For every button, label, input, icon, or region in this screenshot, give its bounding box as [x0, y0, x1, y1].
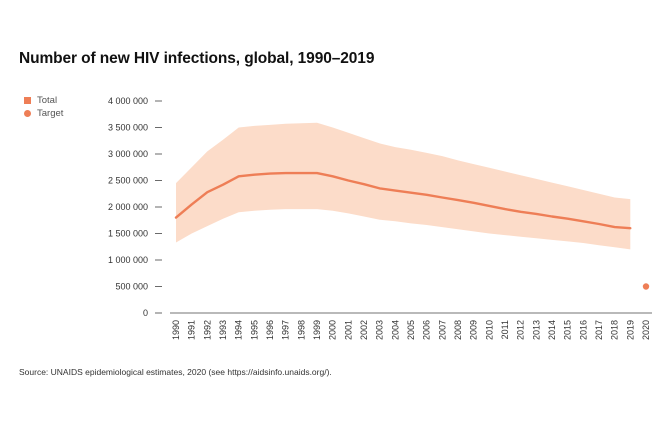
- legend-swatch-total: [24, 97, 31, 104]
- x-tick-label: 2000: [328, 320, 338, 340]
- legend-swatch-target: [24, 110, 31, 117]
- y-tick-label: 3 500 000: [108, 123, 148, 133]
- x-tick-label: 1997: [281, 320, 291, 340]
- y-axis: 0 500 000 1 000 000 1 500 000 2 000 000 2 500…: [108, 96, 162, 318]
- legend-label-target: Target: [37, 108, 64, 119]
- x-tick-label: 2016: [578, 320, 588, 340]
- uncertainty-band-area: [176, 122, 631, 250]
- y-tick-label: 1 500 000: [108, 229, 148, 239]
- x-tick-label: 2020: [641, 320, 651, 340]
- x-tick-label: 2005: [406, 320, 416, 340]
- x-tick-label: 1993: [218, 320, 228, 340]
- target-point: [642, 283, 650, 290]
- x-tick-label: 2017: [594, 320, 604, 340]
- y-tick-label: 2 500 000: [108, 176, 148, 186]
- uncertainty-band: [176, 122, 631, 250]
- x-axis: 1990 1991 1992 1993 1994 1995 1996 1997 1998 1999…: [170, 312, 652, 340]
- chart-title: Number of new HIV infections, global, 19…: [19, 50, 375, 67]
- y-tick-label: 4 000 000: [108, 96, 148, 106]
- x-tick-label: 2014: [547, 320, 557, 340]
- y-tick-label: 1 000 000: [108, 255, 148, 265]
- x-tick-label: 2004: [390, 320, 400, 340]
- source-note: Source: UNAIDS epidemiological estimates…: [19, 367, 332, 377]
- x-tick-label: 1991: [187, 320, 197, 340]
- x-tick-label: 2002: [359, 320, 369, 340]
- x-tick-label: 1998: [296, 320, 306, 340]
- x-tick-label: 2006: [422, 320, 432, 340]
- x-tick-label: 2007: [437, 320, 447, 340]
- y-tick-label: 500 000: [115, 282, 148, 292]
- x-tick-label: 1999: [312, 320, 322, 340]
- x-tick-label: 2019: [625, 320, 635, 340]
- x-tick-label: 1996: [265, 320, 275, 340]
- series-lines: [174, 171, 650, 290]
- y-tick-label: 0: [143, 308, 148, 318]
- x-tick-label: 2010: [484, 320, 494, 340]
- legend-item-target: Target: [24, 107, 63, 120]
- series-line-total: [174, 171, 632, 230]
- x-tick-label: 2018: [610, 320, 620, 340]
- legend: Total Target: [24, 94, 63, 120]
- y-tick-label: 3 000 000: [108, 149, 148, 159]
- x-tick-label: 2009: [469, 320, 479, 340]
- x-tick-label: 2011: [500, 320, 510, 339]
- x-tick-label: 1995: [249, 320, 259, 340]
- x-tick-label: 1992: [202, 320, 212, 340]
- x-tick-label: 2012: [516, 320, 526, 340]
- x-tick-label: 2015: [563, 320, 573, 340]
- y-tick-label: 2 000 000: [108, 202, 148, 212]
- legend-item-total: Total: [24, 94, 63, 107]
- x-tick-label: 2013: [531, 320, 541, 340]
- x-tick-label: 2001: [343, 320, 353, 340]
- legend-label-total: Total: [37, 95, 58, 106]
- x-tick-label: 2008: [453, 320, 463, 340]
- x-tick-label: 1994: [234, 320, 244, 340]
- x-tick-label: 2003: [375, 320, 385, 340]
- x-tick-label: 1990: [171, 320, 181, 340]
